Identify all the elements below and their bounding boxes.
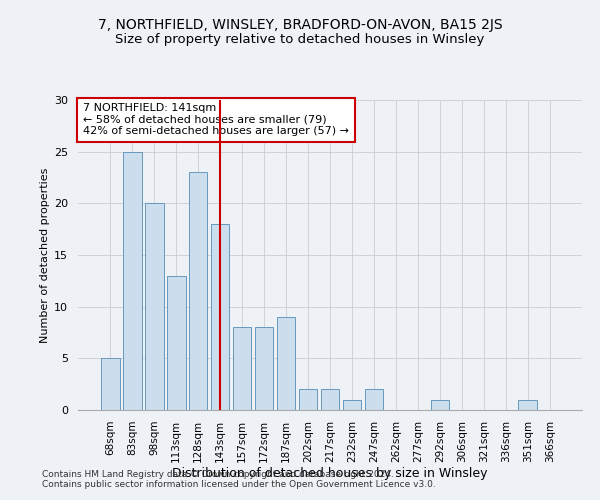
- Bar: [343, 400, 361, 410]
- Bar: [211, 224, 229, 410]
- Text: 7, NORTHFIELD, WINSLEY, BRADFORD-ON-AVON, BA15 2JS: 7, NORTHFIELD, WINSLEY, BRADFORD-ON-AVON…: [98, 18, 502, 32]
- Bar: [101, 358, 119, 410]
- Bar: [123, 152, 142, 410]
- Text: 7 NORTHFIELD: 141sqm
← 58% of detached houses are smaller (79)
42% of semi-detac: 7 NORTHFIELD: 141sqm ← 58% of detached h…: [83, 103, 349, 136]
- Bar: [145, 204, 164, 410]
- Bar: [365, 390, 383, 410]
- Bar: [299, 390, 317, 410]
- Bar: [320, 390, 340, 410]
- Text: Size of property relative to detached houses in Winsley: Size of property relative to detached ho…: [115, 32, 485, 46]
- Bar: [189, 172, 208, 410]
- X-axis label: Distribution of detached houses by size in Winsley: Distribution of detached houses by size …: [172, 468, 488, 480]
- Bar: [518, 400, 537, 410]
- Bar: [431, 400, 449, 410]
- Y-axis label: Number of detached properties: Number of detached properties: [40, 168, 50, 342]
- Bar: [255, 328, 274, 410]
- Bar: [167, 276, 185, 410]
- Text: Contains HM Land Registry data © Crown copyright and database right 2024.
Contai: Contains HM Land Registry data © Crown c…: [42, 470, 436, 489]
- Bar: [277, 317, 295, 410]
- Bar: [233, 328, 251, 410]
